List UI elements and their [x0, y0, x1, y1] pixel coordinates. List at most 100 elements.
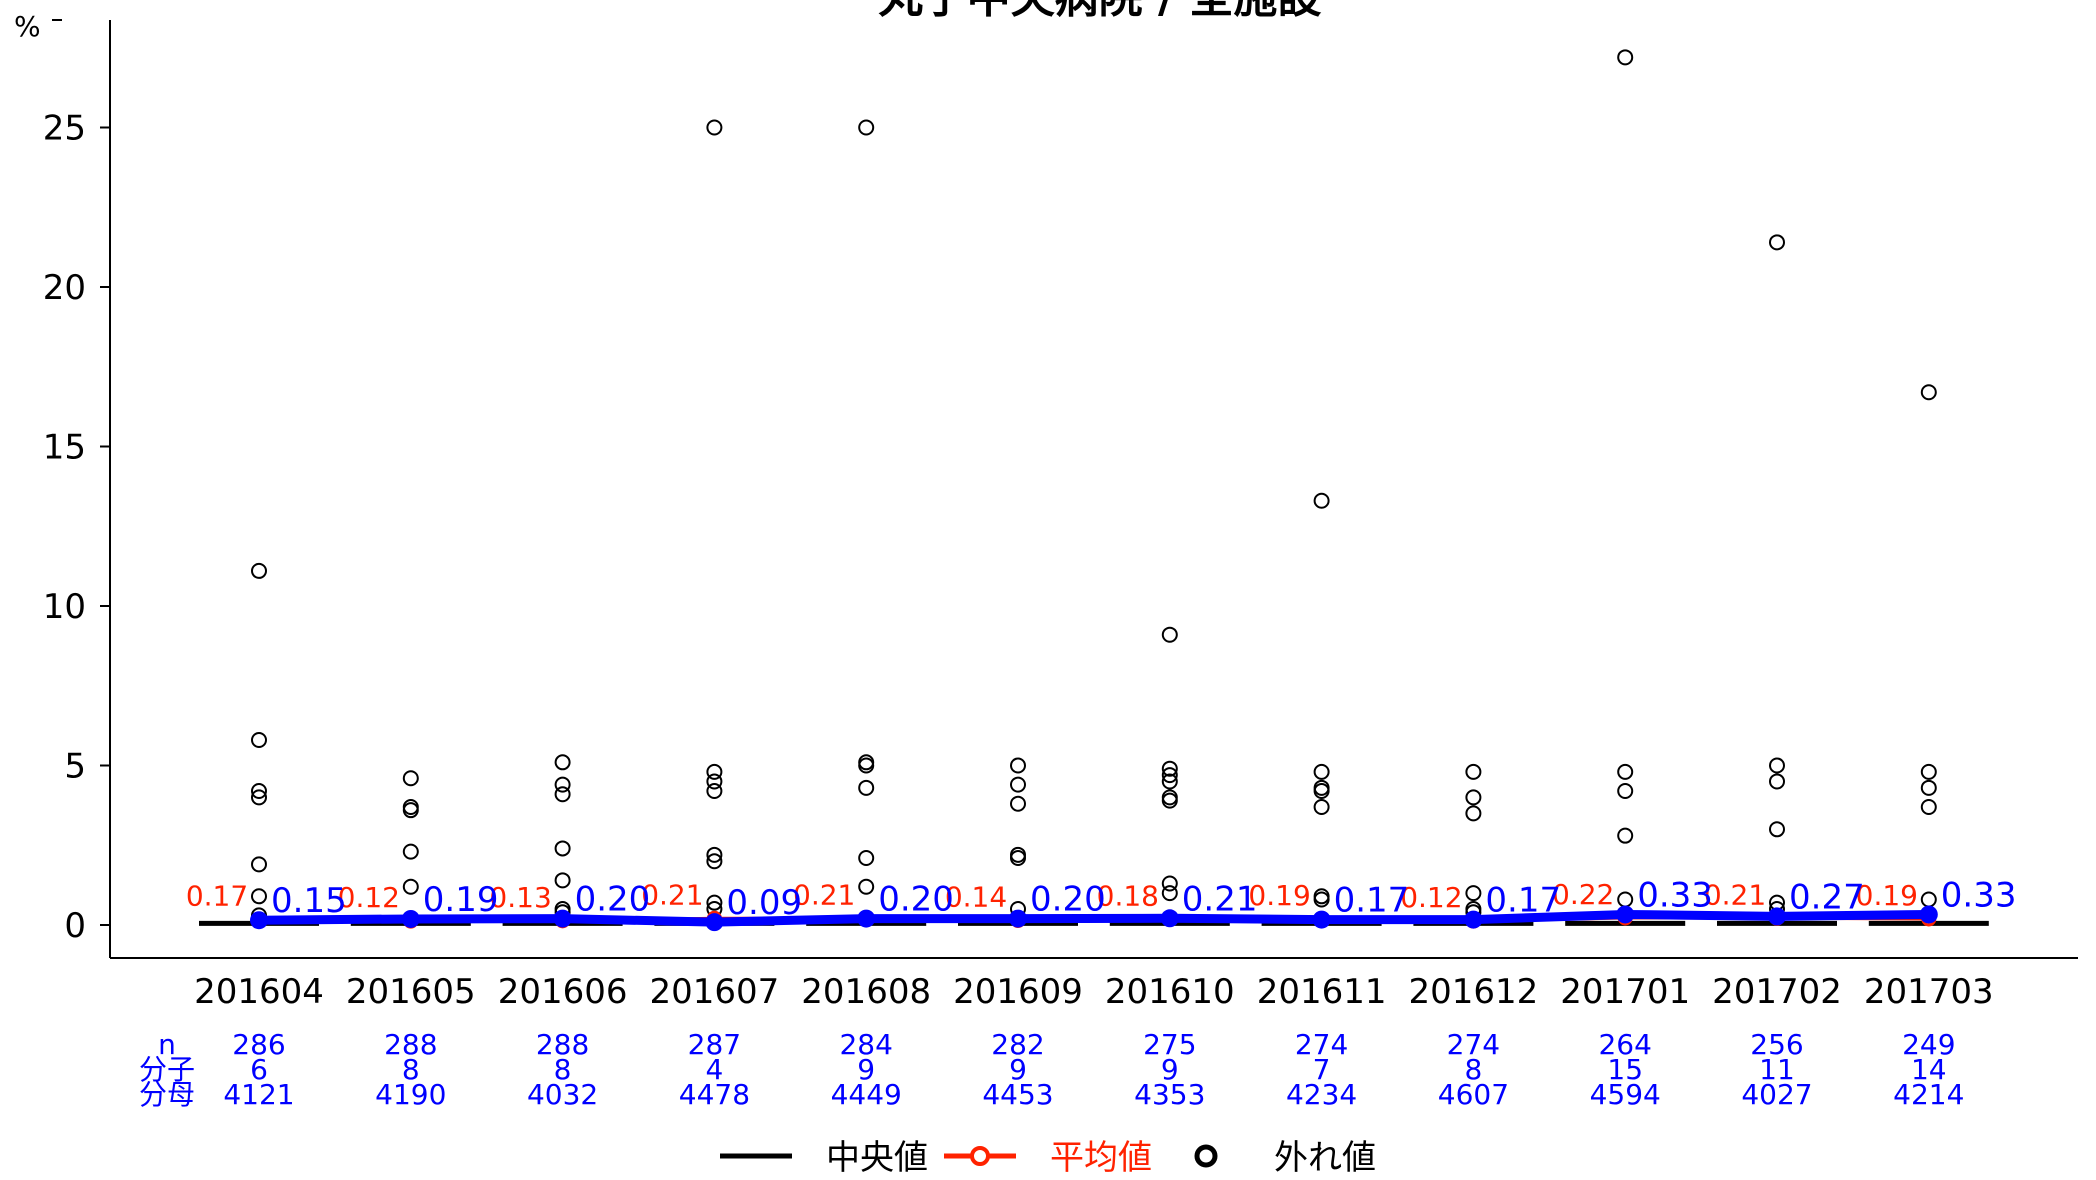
table-cell: 4234: [1286, 1078, 1357, 1111]
y-tick-label: 15: [43, 428, 86, 468]
outlier-point: [1313, 798, 1330, 815]
outlier-point: [251, 789, 267, 806]
outlier-point: [1617, 827, 1634, 844]
table-cell: 4478: [679, 1078, 750, 1111]
table-cell: 8: [402, 1053, 420, 1086]
table-cell: 256: [1750, 1028, 1803, 1061]
outlier-point: [1313, 779, 1330, 796]
x-tick-label: 201610: [1105, 972, 1235, 1012]
hospital-point: [1919, 905, 1938, 924]
mean-label: 0.19: [1248, 879, 1310, 912]
outlier-point: [1313, 783, 1330, 800]
outlier-point: [251, 731, 267, 748]
outlier-point: [1010, 846, 1026, 863]
outlier-point: [402, 843, 419, 860]
outlier-point: [1161, 875, 1178, 892]
table-cell: 6: [250, 1053, 268, 1086]
outlier-point: [554, 754, 571, 771]
hospital-label: 0.19: [423, 880, 499, 920]
hospital-point: [1009, 909, 1027, 928]
table-cell: 288: [536, 1028, 589, 1061]
outlier-point: [1617, 763, 1634, 780]
mean-label: 0.21: [1704, 878, 1766, 911]
outlier-points: [251, 49, 1937, 924]
x-tick-label: 201606: [498, 972, 628, 1012]
table-cell: 274: [1295, 1028, 1348, 1061]
outlier-point: [402, 802, 419, 819]
x-axis-ticks: 201604 201605 201606 201607 201608 201609 2016…: [194, 972, 1994, 1012]
outlier-point: [1920, 384, 1937, 401]
outlier-point: [1161, 789, 1178, 806]
outlier-point: [1769, 821, 1785, 838]
outlier-point: [1161, 885, 1178, 902]
outlier-point: [1920, 798, 1937, 815]
x-tick-label: 201607: [650, 972, 780, 1012]
outlier-point: [858, 757, 875, 774]
hospital-point: [1768, 907, 1786, 926]
table-cell: 4121: [223, 1078, 294, 1111]
table-cell: 286: [232, 1028, 285, 1061]
outlier-point: [1010, 776, 1026, 793]
legend-mean-label: 平均値: [1050, 1138, 1152, 1178]
hospital-label: 0.17: [1485, 881, 1561, 921]
outlier-point: [1313, 888, 1330, 905]
table-cell: 4032: [527, 1078, 598, 1111]
table-cell: 287: [688, 1028, 741, 1061]
hospital-label: 0.27: [1789, 877, 1865, 917]
axes: [109, 20, 2078, 959]
table-cell: 4594: [1590, 1078, 1661, 1111]
y-tick-label: 0: [64, 906, 86, 946]
outlier-point: [858, 754, 875, 771]
hospital-label: 0.20: [1030, 880, 1106, 920]
outlier-point: [554, 840, 571, 857]
outlier-point: [1617, 891, 1634, 908]
hospital-point: [705, 913, 724, 932]
legend-mean-marker: [970, 1146, 990, 1166]
outlier-point: [1161, 773, 1178, 790]
outlier-point: [706, 846, 723, 863]
hospital-series: 0.15 0.19 0.20 0.09 0.20 0.20 0.21 0.17 0.17 0.33…: [250, 875, 2017, 932]
x-tick-label: 201703: [1864, 972, 1994, 1012]
table-cell: 9: [1161, 1053, 1179, 1086]
x-tick-label: 201702: [1712, 972, 1842, 1012]
hospital-point: [1312, 910, 1331, 929]
table-cell: 282: [991, 1028, 1044, 1061]
hospital-label: 0.21: [1182, 879, 1258, 919]
legend: 中央値 平均値 外れ値: [720, 1138, 1376, 1178]
legend-median-label: 中央値: [826, 1138, 928, 1178]
mean-label: 0.17: [186, 880, 248, 913]
hospital-point: [1616, 905, 1635, 924]
outlier-point: [858, 779, 875, 796]
outlier-point: [251, 856, 267, 873]
table-cell: 264: [1598, 1028, 1651, 1061]
mean-label: 0.18: [1097, 879, 1159, 912]
outlier-point: [1161, 626, 1178, 643]
x-tick-label: 201611: [1257, 972, 1387, 1012]
outlier-point: [1010, 757, 1026, 774]
x-tick-label: 201701: [1560, 972, 1690, 1012]
hospital-label: 0.20: [575, 880, 651, 920]
outlier-point: [1465, 885, 1482, 902]
y-axis-ticks: 0 5 10 15 20 25: [43, 109, 110, 946]
outlier-point: [1920, 891, 1937, 908]
outlier-point: [1465, 805, 1482, 822]
outlier-point: [554, 786, 571, 803]
mean-label: 0.12: [338, 881, 400, 914]
outlier-point: [402, 878, 419, 895]
hospital-point: [1464, 910, 1483, 929]
outlier-point: [1617, 783, 1634, 800]
outlier-point: [1313, 492, 1330, 509]
table-cell: 4607: [1438, 1078, 1509, 1111]
outlier-point: [1465, 763, 1482, 780]
table-cell: 9: [857, 1053, 875, 1086]
outlier-point: [1161, 767, 1178, 784]
outlier-point: [858, 119, 875, 136]
outlier-point: [1313, 763, 1330, 780]
table-cell: 249: [1902, 1028, 1955, 1061]
legend-outlier-label: 外れ値: [1274, 1138, 1376, 1178]
table-cell: 8: [1464, 1053, 1482, 1086]
outlier-point: [1617, 49, 1634, 66]
x-tick-label: 201608: [801, 972, 931, 1012]
